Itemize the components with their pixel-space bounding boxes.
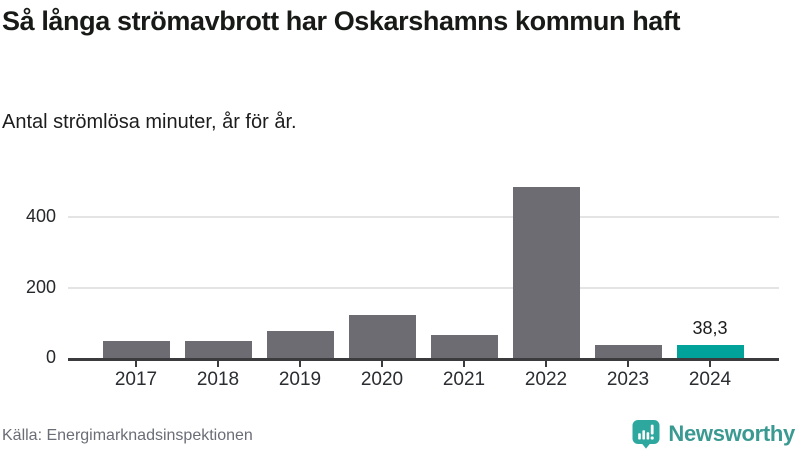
x-axis-tick <box>627 361 629 367</box>
x-axis-tick-label: 2024 <box>688 369 732 390</box>
y-axis-tick-label: 200 <box>25 276 56 297</box>
bar <box>512 187 580 358</box>
bar-value-label: 38,3 <box>692 318 728 338</box>
gridline-400 <box>68 216 779 219</box>
bar <box>102 341 170 358</box>
x-axis-line <box>68 358 779 361</box>
bar <box>266 331 334 358</box>
brand-name: Newsworthy <box>668 421 795 446</box>
chart-subtitle: Antal strömlösa minuter, år för år. <box>2 111 297 133</box>
y-axis-tick-label: 400 <box>25 206 56 227</box>
x-axis-tick <box>299 361 301 367</box>
x-axis-tick-label: 2018 <box>196 369 240 390</box>
source-note: Källa: Energimarknadsinspektionen <box>2 427 253 444</box>
bar <box>594 345 662 358</box>
gridline-200 <box>68 286 779 289</box>
brand-logo: Newsworthy <box>632 418 795 450</box>
x-axis-tick <box>135 361 137 367</box>
x-axis-tick-label: 2019 <box>278 369 322 390</box>
y-axis-tick-label: 0 <box>45 347 56 367</box>
x-axis-tick-label: 2020 <box>360 369 404 390</box>
bar <box>348 315 416 358</box>
x-axis-tick-label: 2023 <box>606 369 650 390</box>
x-axis-tick <box>217 361 219 367</box>
x-axis-tick <box>463 361 465 367</box>
x-axis-tick <box>545 361 547 367</box>
x-axis-tick <box>709 361 711 367</box>
x-axis-tick-label: 2021 <box>442 369 486 390</box>
chart-title: Så långa strömavbrott har Oskarshamns ko… <box>2 6 681 36</box>
bar <box>430 335 498 358</box>
newsworthy-logo-icon <box>632 419 661 449</box>
x-axis-tick <box>381 361 383 367</box>
bar <box>184 341 252 358</box>
x-axis-tick-label: 2022 <box>524 369 568 390</box>
bar-highlighted <box>676 345 744 358</box>
x-axis-tick-label: 2017 <box>114 369 158 390</box>
